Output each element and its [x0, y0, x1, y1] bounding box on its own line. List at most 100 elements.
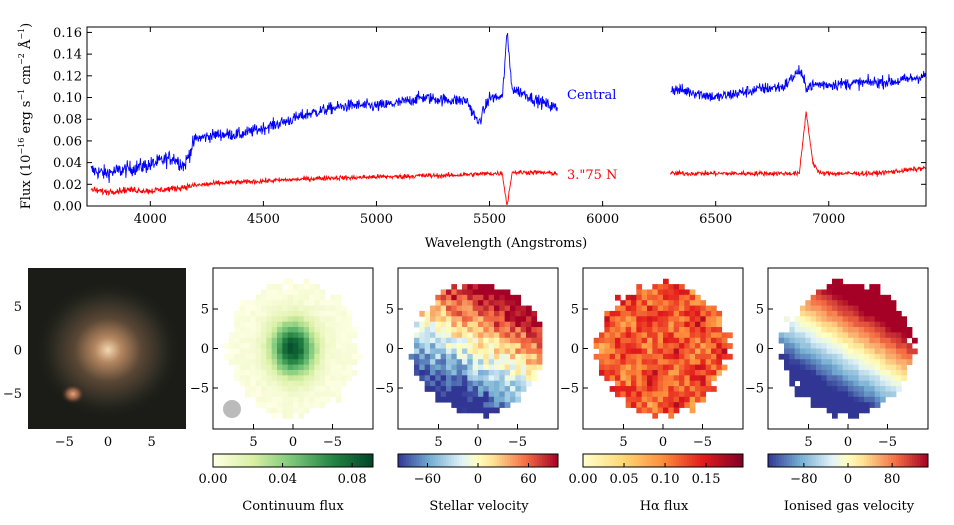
map-pixel	[641, 391, 648, 398]
map-pixel	[330, 353, 337, 360]
map-pixel	[800, 375, 806, 382]
map-pixel	[510, 300, 516, 306]
map-pixel	[456, 343, 463, 349]
map-pixel	[440, 321, 447, 328]
map-pixel	[504, 353, 511, 360]
map-pixel	[695, 321, 701, 328]
map-pixel	[869, 402, 876, 408]
map-pixel	[869, 391, 876, 398]
map-pixel	[250, 337, 257, 344]
colorbar-segment	[365, 454, 369, 467]
colorbar-segment	[221, 454, 225, 467]
colorbar-segment	[536, 454, 540, 467]
map-pixel	[239, 348, 246, 355]
map-pixel	[451, 316, 458, 323]
map-pixel	[261, 343, 267, 349]
map-pixel	[821, 375, 828, 382]
map-pixel	[335, 310, 342, 317]
map-pixel	[446, 396, 452, 403]
map-pixel	[234, 364, 241, 371]
colorbar-segment	[620, 454, 624, 467]
map-pixel	[298, 359, 305, 365]
map-pixel	[901, 343, 908, 349]
map-pixel	[842, 310, 849, 317]
map-pixel	[604, 359, 611, 365]
map-pixel	[784, 337, 790, 344]
map-pixel	[494, 294, 500, 301]
map-pixel	[810, 305, 817, 312]
map-pixel	[341, 369, 347, 376]
map-pixel	[271, 305, 278, 312]
map-pixel	[599, 332, 605, 339]
map-pixel	[604, 369, 611, 376]
map-pixel	[906, 332, 913, 339]
map-pixel	[234, 359, 241, 365]
map-pixel	[430, 353, 436, 360]
map-pixel	[319, 343, 326, 349]
map-pixel	[467, 289, 474, 296]
map-pixel	[435, 343, 442, 349]
map-pixel	[625, 337, 632, 344]
map-pixel	[885, 337, 892, 344]
map-pixel	[620, 353, 627, 360]
map-pixel	[309, 359, 315, 365]
map-pixel	[451, 396, 458, 403]
map-pixel	[287, 407, 294, 414]
map-pixel	[880, 294, 886, 301]
map-pixel	[255, 327, 262, 333]
map-pixel	[319, 337, 326, 344]
offset-spectrum-line-1	[90, 169, 558, 206]
map-pixel	[277, 289, 283, 296]
map-pixel	[515, 391, 522, 398]
map-pixel	[663, 375, 669, 382]
map-pixel	[805, 305, 812, 312]
map-pixel	[700, 359, 707, 365]
map-pixel	[890, 321, 897, 328]
map-pixel	[261, 327, 267, 333]
map-pixel	[314, 289, 321, 296]
map-pixel	[604, 375, 611, 382]
colorbar-segment	[480, 454, 484, 467]
map-pixel	[414, 369, 420, 376]
colorbar-segment	[829, 454, 833, 467]
colorbar-segment	[250, 454, 254, 467]
colorbar-segment	[784, 454, 788, 467]
map-pixel	[647, 305, 653, 312]
map-pixel	[520, 327, 527, 333]
map-pixel	[880, 353, 886, 360]
map-pixel	[657, 310, 664, 317]
colorbar-segment	[601, 454, 605, 467]
map-pixel	[424, 380, 431, 387]
map-pixel	[620, 364, 627, 371]
map-pixel	[255, 337, 262, 344]
map-pixel	[636, 310, 643, 317]
map-pixel	[515, 300, 522, 306]
map-pixel	[890, 391, 897, 398]
map-pixel	[800, 337, 806, 344]
map-pixel	[504, 316, 511, 323]
map-pixel	[805, 321, 812, 328]
image-x-tick-label: −5	[55, 435, 74, 450]
map-pixel	[456, 402, 463, 408]
map-pixel	[287, 305, 294, 312]
map-pixel	[896, 386, 902, 392]
map-pixel	[727, 343, 733, 349]
map-pixel	[456, 289, 463, 296]
map-pixel	[499, 359, 506, 365]
map-pixel	[636, 332, 643, 339]
colorbar-segment	[864, 454, 868, 467]
map-pixel	[615, 337, 621, 344]
map-pixel	[435, 348, 442, 355]
map-pixel	[271, 407, 278, 414]
map-pixel	[419, 353, 426, 360]
map-pixel	[604, 321, 611, 328]
map-pixel	[462, 343, 468, 349]
map-pixel	[282, 369, 289, 376]
map-pixel	[335, 375, 342, 382]
map-pixel	[271, 289, 278, 296]
map-pixel	[419, 369, 426, 376]
map-pixel	[293, 402, 299, 408]
map-pixel	[800, 380, 806, 387]
map-pixel	[673, 391, 680, 398]
map-pixel	[330, 310, 337, 317]
